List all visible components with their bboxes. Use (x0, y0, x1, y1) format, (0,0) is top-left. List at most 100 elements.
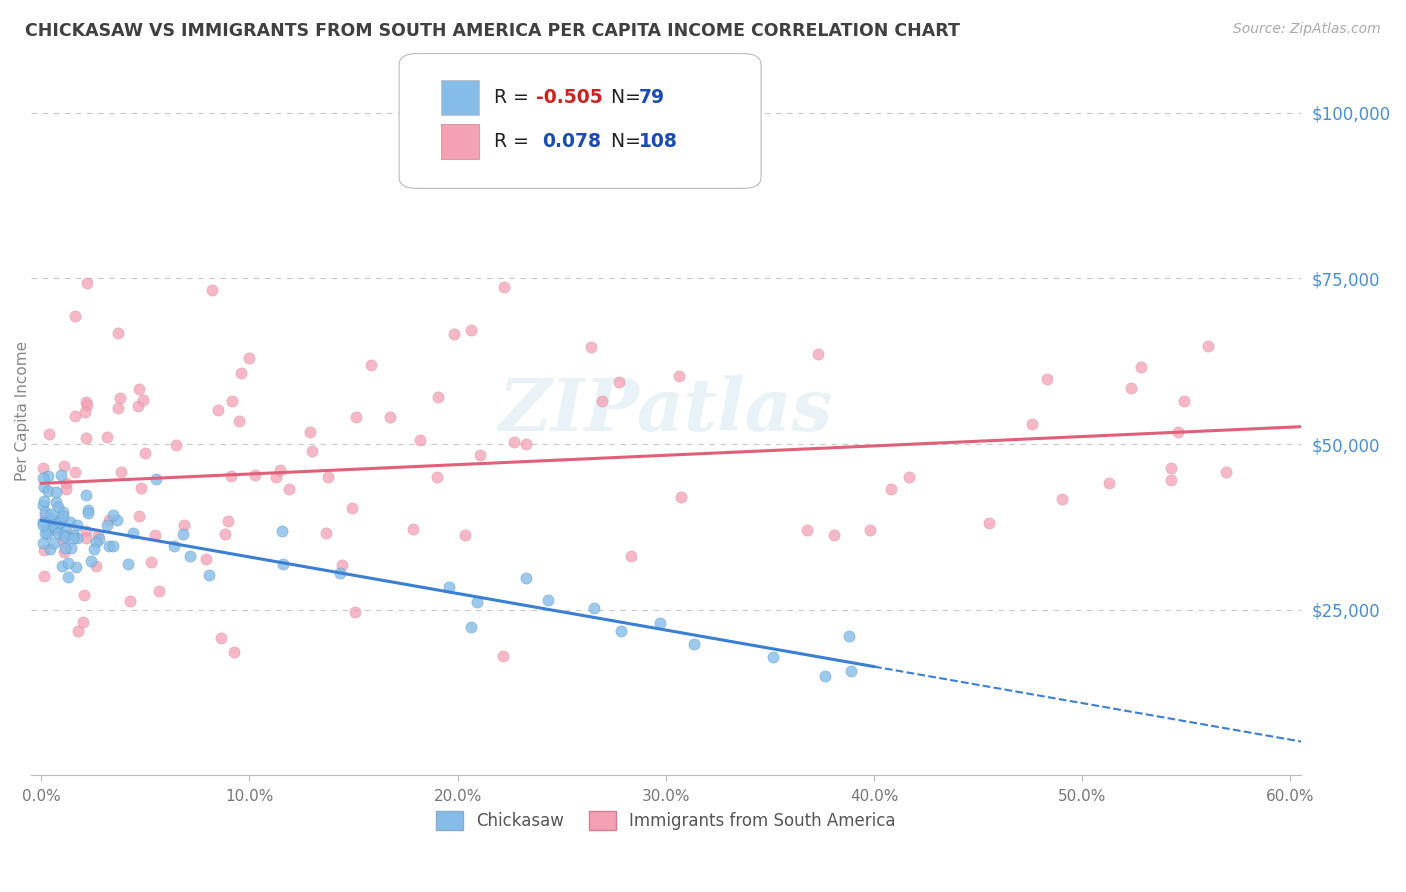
Point (179, 549, 201, 563)
Point (340, 500, 363, 515)
Point (72, 615, 94, 629)
Point (1197, 339, 1219, 353)
Point (1130, 360, 1153, 375)
Point (107, 401, 129, 416)
Point (1173, 394, 1195, 409)
Point (460, 620, 482, 634)
Point (426, 390, 449, 404)
Point (45, 495, 67, 509)
Point (195, 552, 218, 566)
Point (207, 403, 229, 417)
Point (807, 347, 830, 361)
Point (839, 664, 862, 678)
Point (110, 466, 132, 480)
Text: N=: N= (612, 131, 647, 151)
Point (32, 493, 55, 508)
Point (108, 392, 131, 406)
Point (360, 358, 382, 372)
Point (107, 326, 129, 340)
Point (238, 351, 260, 366)
Point (51, 559, 73, 574)
Point (129, 481, 152, 495)
Text: R =: R = (495, 87, 536, 107)
Point (96, 518, 118, 533)
Point (1021, 417, 1043, 431)
Point (58, 569, 80, 583)
FancyBboxPatch shape (441, 123, 479, 159)
Point (1215, 465, 1237, 479)
Point (515, 571, 537, 585)
Point (55, 483, 77, 497)
Point (105, 513, 128, 527)
Point (201, 283, 224, 297)
Point (48, 515, 70, 529)
Point (380, 409, 402, 424)
Point (49, 467, 72, 482)
Point (648, 615, 671, 630)
Point (217, 515, 239, 529)
Point (76, 398, 98, 412)
Point (271, 524, 294, 538)
Point (75, 432, 97, 446)
Point (32, 471, 55, 485)
Legend: Chickasaw, Immigrants from South America: Chickasaw, Immigrants from South America (429, 804, 903, 837)
Point (56, 556, 79, 570)
Point (32, 461, 55, 475)
Y-axis label: Per Capita Income: Per Capita Income (15, 341, 30, 481)
Point (222, 645, 245, 659)
Point (35, 527, 58, 541)
Point (134, 446, 156, 460)
Point (620, 549, 643, 563)
Point (65, 560, 87, 574)
Point (165, 438, 187, 452)
Point (51, 534, 73, 549)
Point (32, 536, 55, 550)
Point (37, 483, 59, 498)
Point (39, 507, 62, 521)
Point (55, 475, 77, 490)
Point (460, 324, 482, 338)
Point (1167, 425, 1189, 439)
Point (762, 649, 785, 664)
Point (591, 393, 613, 408)
Point (344, 410, 367, 425)
Point (75, 531, 97, 545)
Point (209, 631, 232, 645)
Point (96, 430, 118, 444)
Point (35, 521, 58, 535)
Point (502, 435, 524, 450)
Text: 0.078: 0.078 (543, 131, 602, 151)
Point (39, 542, 62, 557)
Point (32, 543, 55, 558)
Point (214, 526, 236, 541)
Text: R =: R = (495, 131, 541, 151)
Point (219, 469, 242, 483)
Point (402, 522, 425, 536)
Text: N=: N= (612, 87, 647, 107)
Point (426, 470, 449, 484)
Point (823, 528, 845, 542)
Point (97, 540, 120, 554)
Point (231, 366, 253, 380)
Point (1098, 475, 1121, 490)
Point (44, 536, 66, 550)
Point (101, 508, 124, 522)
FancyBboxPatch shape (399, 54, 761, 188)
Point (1121, 381, 1143, 395)
Point (243, 467, 266, 482)
Point (89, 532, 111, 546)
Point (271, 558, 294, 572)
Point (515, 437, 537, 451)
Point (897, 470, 920, 484)
Point (46, 518, 69, 533)
Point (62, 531, 84, 545)
FancyBboxPatch shape (441, 79, 479, 115)
Point (59, 515, 82, 529)
Point (408, 434, 430, 448)
Point (198, 568, 221, 582)
Point (683, 637, 706, 651)
Text: Source: ZipAtlas.com: Source: ZipAtlas.com (1233, 22, 1381, 37)
Point (315, 526, 337, 541)
Point (437, 580, 460, 594)
Point (470, 449, 492, 463)
